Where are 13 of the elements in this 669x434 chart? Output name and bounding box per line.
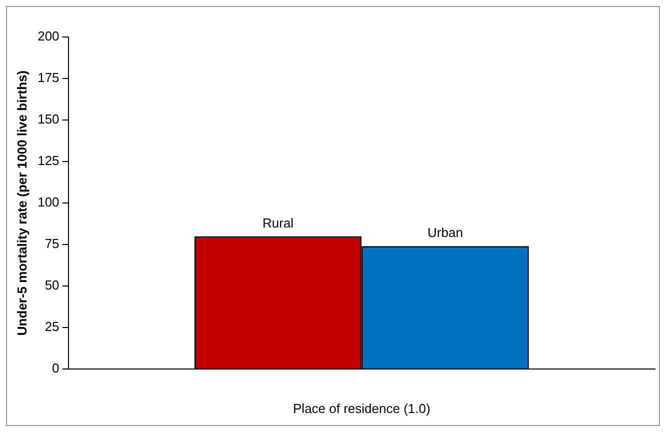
y-tick-label: 200 xyxy=(38,28,60,44)
y-tick-label: 150 xyxy=(38,112,60,127)
x-axis-title: Place of residence (1.0) xyxy=(292,400,430,416)
series-label: Rural xyxy=(262,215,294,230)
y-axis-title: Under-5 mortality rate (per 1000 live births) xyxy=(14,70,30,336)
series-label: Urban xyxy=(428,225,463,240)
y-tick-label: 125 xyxy=(38,153,60,168)
y-tick-label: 0 xyxy=(52,360,60,376)
y-tick-label: 75 xyxy=(44,236,60,252)
y-tick-label: 25 xyxy=(44,319,60,334)
y-tick-label: 100 xyxy=(38,194,60,210)
y-tick-label: 50 xyxy=(44,278,60,293)
y-tick-label: 175 xyxy=(38,70,60,86)
